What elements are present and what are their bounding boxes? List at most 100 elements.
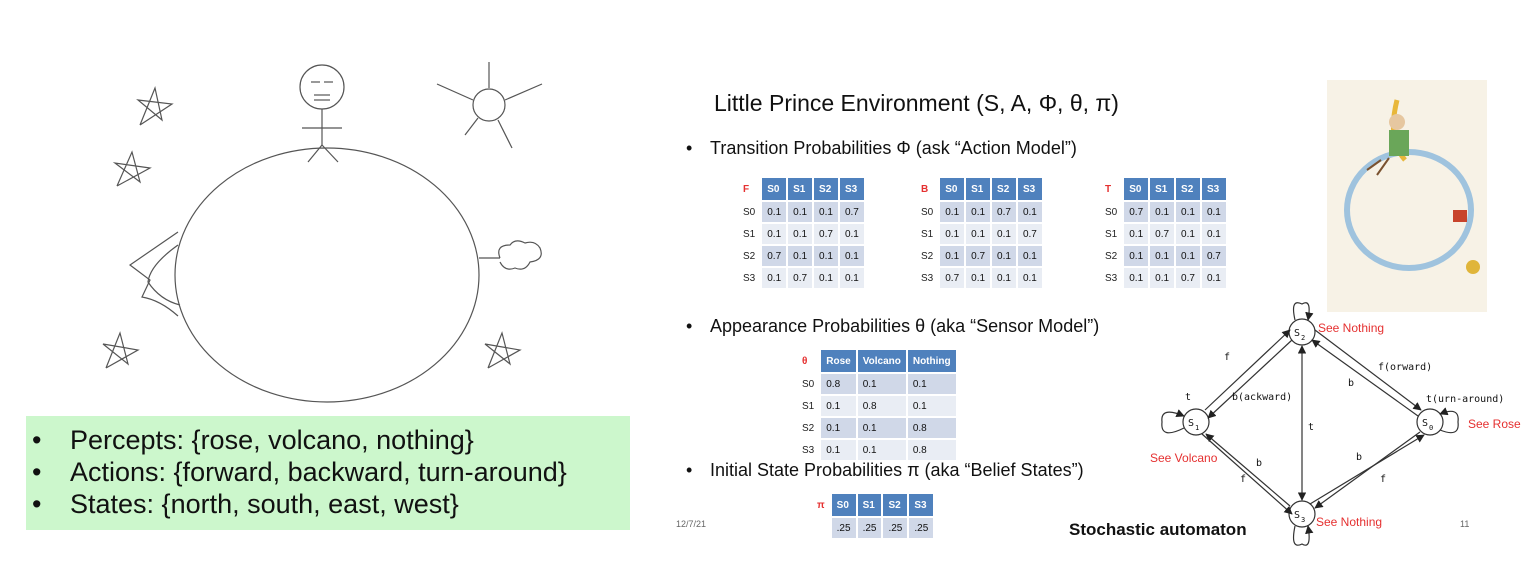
- table-cell: 0.1: [938, 244, 967, 268]
- footer-date: 12/7/21: [676, 519, 707, 529]
- s2-letter: S: [1294, 328, 1300, 339]
- table-cell: 0.8: [905, 438, 958, 462]
- edge-f3: f: [1380, 474, 1386, 485]
- sun-icon: [472, 88, 506, 122]
- table-row: S0 0.1 0.1 0.1 0.7: [735, 200, 866, 224]
- star-icon: [112, 150, 152, 187]
- volcano-shape: [128, 231, 179, 317]
- table-cell: 0.7: [1015, 222, 1044, 246]
- row-header: S2: [794, 416, 822, 440]
- row-header: S2: [735, 244, 763, 268]
- column-header: S0: [760, 176, 789, 202]
- table-cell: 0.7: [760, 244, 789, 268]
- row-header: S1: [735, 222, 763, 246]
- edge-f1: f: [1224, 352, 1230, 363]
- planet-circle: [174, 147, 480, 403]
- s0-observation: See Rose: [1468, 417, 1521, 431]
- table-cell: 0.1: [786, 244, 815, 268]
- table-cell: 0.1: [990, 222, 1018, 246]
- column-header: S1: [786, 176, 815, 202]
- table-cell: 0.7: [786, 266, 815, 290]
- table-cell: 0.8: [819, 372, 858, 396]
- appearance-bullet: • Appearance Probabilities θ (aka “Sensor…: [686, 316, 1100, 336]
- table-cell: 0.1: [964, 222, 993, 246]
- table-cell: 0.1: [819, 416, 858, 440]
- prob-table: B S0 S1 S2 S3 S0 0.1 0.1 0.7 0.1 S1 0.1 0.1 0.1 0.7 S2 0…: [913, 176, 1044, 290]
- little-prince-picture: [1327, 80, 1487, 312]
- table-cell: 0.1: [812, 244, 840, 268]
- column-header: S1: [855, 492, 884, 518]
- table-cell: 0.1: [964, 266, 993, 290]
- table-cell: 0.1: [1122, 222, 1151, 246]
- column-header: S2: [1174, 176, 1202, 202]
- row-header: S1: [913, 222, 941, 246]
- star-icon: [484, 331, 522, 369]
- table-cell: 0.1: [812, 266, 840, 290]
- edge-t1: t: [1185, 392, 1191, 403]
- table-cell: 0.1: [760, 222, 789, 246]
- s1-sub: 1: [1195, 424, 1199, 432]
- table-cell: 0.1: [837, 244, 866, 268]
- row-header: S0: [735, 200, 763, 224]
- prince-head: [299, 64, 345, 110]
- table-row: S0 0.7 0.1 0.1 0.1: [1097, 200, 1228, 224]
- table-cell: 0.1: [1174, 222, 1202, 246]
- table-cell: 0.7: [1122, 200, 1151, 224]
- table-forward: F S0 S1 S2 S3 S0 0.1 0.1 0.1 0.7 S1 0.1 0.1 0.7 0.1 S2 0…: [735, 176, 866, 290]
- row-header: S2: [913, 244, 941, 268]
- table-turn: T S0 S1 S2 S3 S0 0.7 0.1 0.1 0.1 S1 0.1 0.7 0.1 0.1 S2 0…: [1097, 176, 1228, 290]
- transition-bullet: • Transition Probabilities Φ (ask “Action…: [686, 138, 1077, 158]
- table-cell: 0.1: [786, 200, 815, 224]
- column-header: S0: [938, 176, 967, 202]
- column-header: S3: [1015, 176, 1044, 202]
- table-row: S2 0.1 0.7 0.1 0.1: [913, 244, 1044, 268]
- table-row: S2 0.7 0.1 0.1 0.1: [735, 244, 866, 268]
- table-row: S1 0.1 0.8 0.1: [794, 394, 958, 418]
- actions-item: Actions: {forward, backward, turn-around…: [26, 456, 630, 488]
- table-cell: 0.1: [905, 394, 958, 418]
- table-cell: 0.1: [990, 244, 1018, 268]
- table-cell: .25: [829, 516, 858, 540]
- table-sensor: θ Rose Volcano Nothing S0 0.8 0.1 0.1 S1 0.1 0.8 0.…: [794, 348, 958, 462]
- table-cell: 0.1: [855, 372, 908, 396]
- edge-b2: b: [1256, 458, 1262, 469]
- column-header: S1: [1148, 176, 1177, 202]
- appearance-text: Appearance Probabilities θ (aka “Sensor …: [710, 316, 1100, 336]
- table-initial: π S0 S1 S2 S3.25.25.25.25: [810, 492, 936, 540]
- s1-letter: S: [1188, 418, 1194, 429]
- table-cell: 0.1: [1122, 266, 1151, 290]
- initial-bullet: • Initial State Probabilities π (aka “Bel…: [686, 460, 1084, 480]
- column-header: S2: [812, 176, 840, 202]
- column-header: S0: [829, 492, 858, 518]
- table-cell: 0.1: [1015, 244, 1044, 268]
- column-header: S3: [907, 492, 936, 518]
- s2-sub: 2: [1301, 334, 1305, 342]
- table-cell: 0.1: [905, 372, 958, 396]
- column-header: S2: [990, 176, 1018, 202]
- table-cell: 0.8: [855, 394, 908, 418]
- state-s0: [1416, 408, 1444, 436]
- prob-table: θ Rose Volcano Nothing S0 0.8 0.1 0.1 S1 0.1 0.8 0.…: [794, 348, 958, 462]
- forward-label: f(orward): [1378, 362, 1432, 373]
- initial-text: Initial State Probabilities π (aka “Beli…: [710, 460, 1084, 480]
- column-header: Volcano: [855, 348, 908, 374]
- table-row: S1 0.1 0.1 0.1 0.7: [913, 222, 1044, 246]
- row-header: S3: [913, 266, 941, 290]
- table-cell: 0.1: [990, 266, 1018, 290]
- column-header: S3: [837, 176, 866, 202]
- table-cell: 0.7: [938, 266, 967, 290]
- column-header: S1: [964, 176, 993, 202]
- table-cell: 0.1: [1199, 222, 1228, 246]
- table-cell: 0.1: [819, 438, 858, 462]
- table-row: S1 0.1 0.1 0.7 0.1: [735, 222, 866, 246]
- page-number: 11: [1460, 519, 1470, 529]
- edge-t2: t: [1308, 422, 1314, 433]
- table-row: S3 0.1 0.1 0.8: [794, 438, 958, 462]
- s3-sub: 3: [1301, 516, 1305, 524]
- column-header: S0: [1122, 176, 1151, 202]
- column-header: S3: [1199, 176, 1228, 202]
- s1-observation: See Volcano: [1150, 451, 1218, 465]
- table-cell: 0.1: [1199, 266, 1228, 290]
- table-cell: 0.1: [837, 266, 866, 290]
- s3-observation: See Nothing: [1316, 515, 1382, 529]
